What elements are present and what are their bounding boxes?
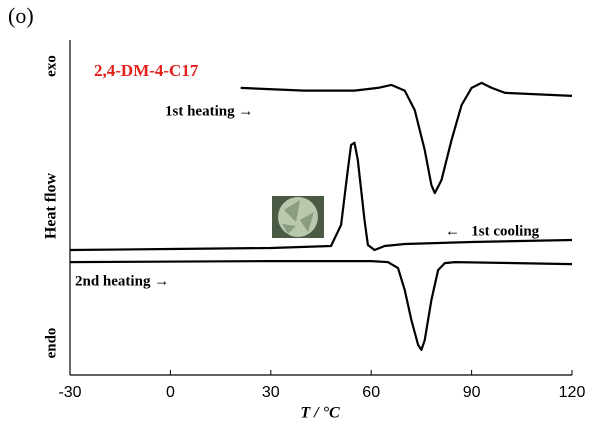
dsc-curve [240, 81, 573, 195]
x-tick-label: 0 [166, 384, 175, 401]
x-axis-label: T / °C [300, 405, 340, 422]
chart-title: 2,4-DM-4-C17 [94, 61, 199, 80]
series-label: ← 1st cooling [445, 223, 540, 239]
y-axis-label: Heat flow [43, 172, 60, 239]
exo-label: exo [43, 55, 59, 77]
series-label: 1st heating → [165, 103, 253, 119]
dsc-curve [69, 141, 573, 252]
panel-label: (o) [8, 3, 34, 28]
x-tick-label: 90 [463, 384, 481, 401]
x-tick-label: 30 [262, 384, 280, 401]
x-tick-label: -30 [58, 384, 81, 401]
series-label: 2nd heating → [75, 273, 169, 289]
x-tick-label: 60 [362, 384, 380, 401]
crystal-image [272, 196, 324, 238]
dsc-curve [69, 260, 573, 351]
x-tick-label: 120 [559, 384, 586, 401]
endo-label: endo [43, 328, 59, 359]
